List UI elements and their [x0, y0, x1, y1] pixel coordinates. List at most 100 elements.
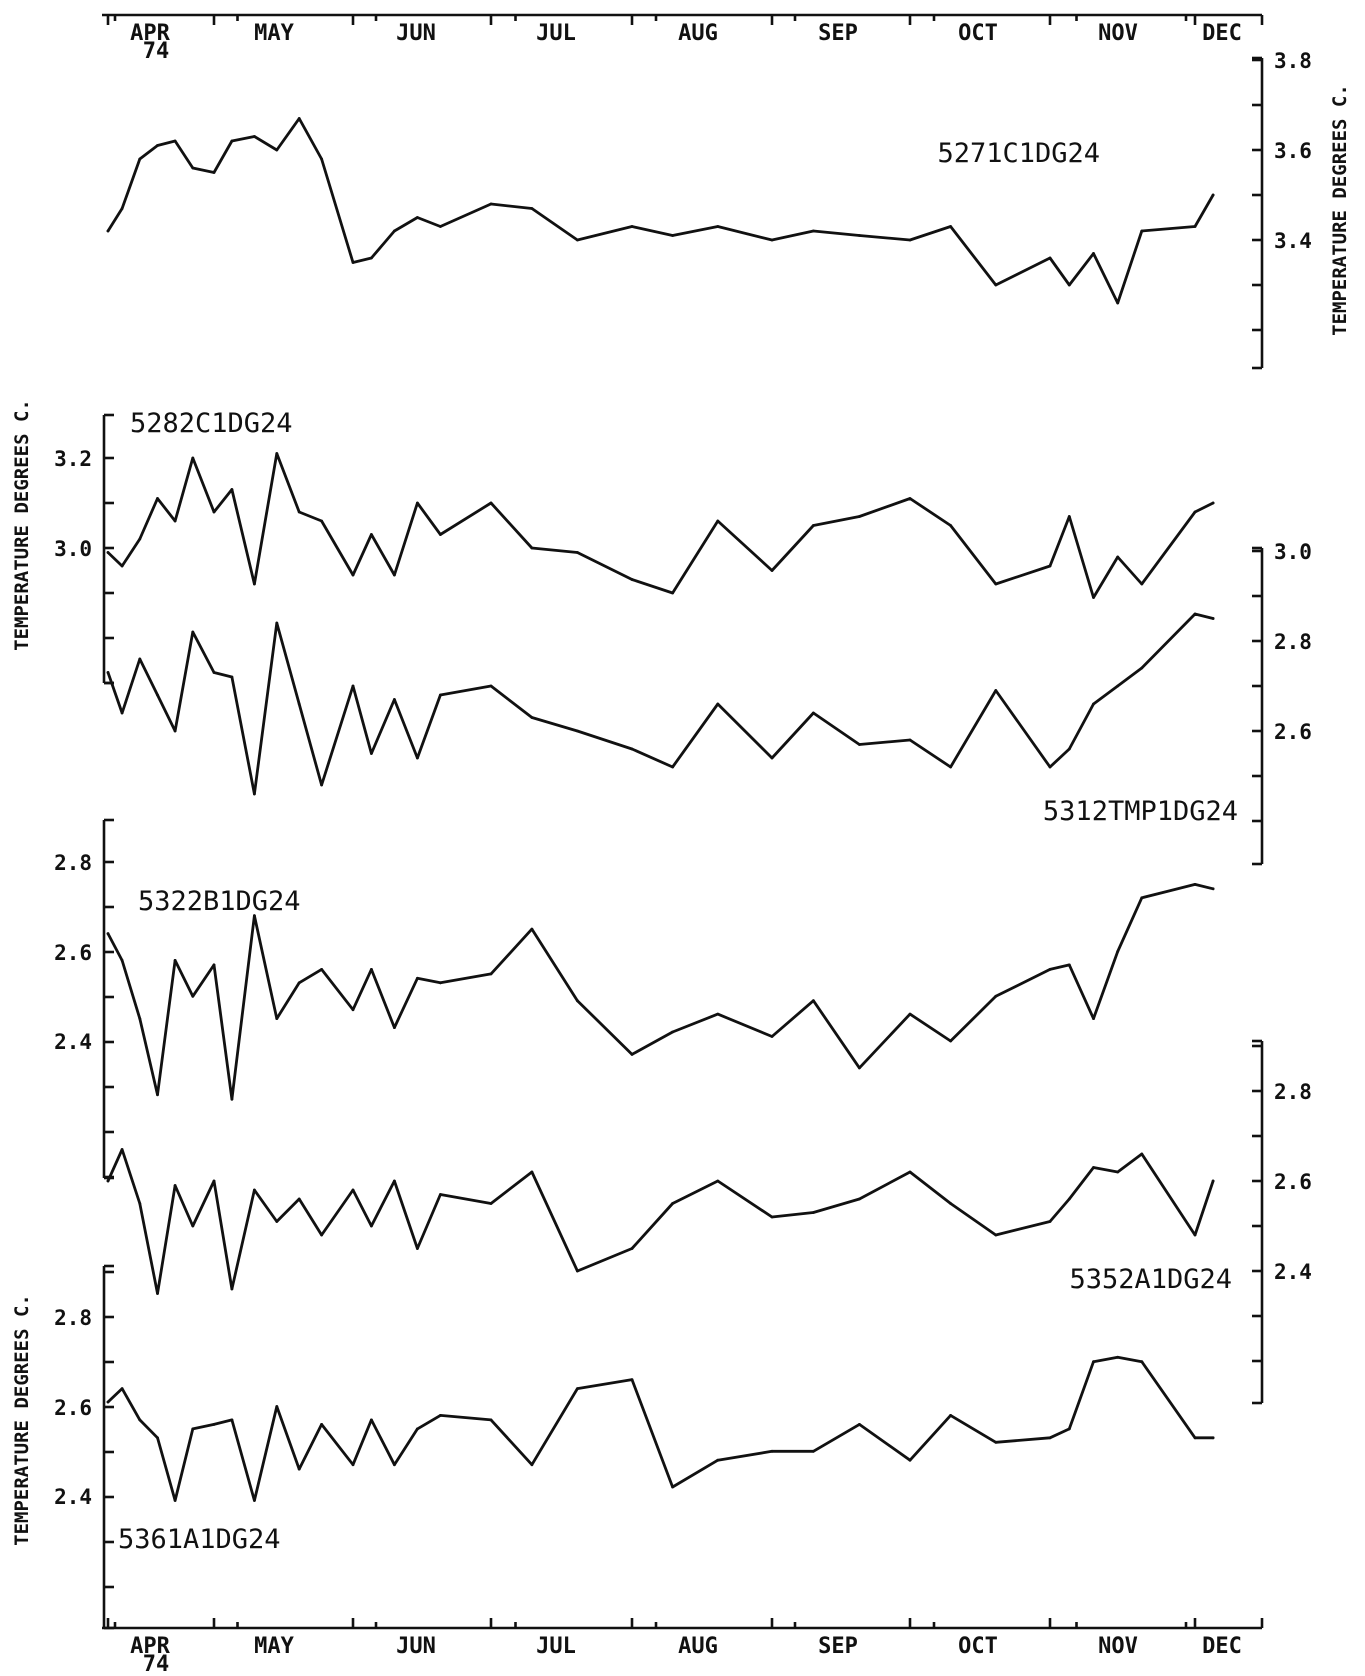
data-point	[671, 1202, 674, 1205]
data-point	[908, 1170, 912, 1174]
data-point	[106, 932, 110, 935]
data-point	[671, 1030, 674, 1034]
data-point	[416, 501, 419, 505]
data-point	[393, 229, 396, 233]
data-point	[530, 207, 534, 210]
data-point	[320, 519, 323, 523]
data-point	[576, 999, 579, 1003]
data-point	[275, 452, 279, 455]
data-point	[297, 1197, 301, 1201]
data-point	[858, 743, 861, 746]
data-point	[138, 1418, 142, 1422]
data-point	[489, 1418, 493, 1422]
data-point	[439, 693, 442, 697]
data-point	[630, 747, 634, 751]
month-label: MAY	[254, 21, 294, 46]
data-point	[191, 456, 195, 460]
data-point	[530, 1463, 534, 1467]
data-point	[156, 1436, 159, 1440]
data-point	[138, 157, 142, 161]
data-point	[1140, 1152, 1144, 1156]
month-label: DEC	[1202, 1634, 1242, 1659]
data-point	[212, 1179, 216, 1183]
series-line-5271c1dg24	[106, 117, 1215, 305]
data-point	[812, 524, 815, 527]
data-point	[230, 139, 234, 143]
data-point	[253, 582, 256, 586]
data-point	[949, 1039, 952, 1043]
data-point	[858, 1066, 861, 1070]
data-point	[630, 1053, 634, 1056]
panel-1-tick-label: 3.8	[1274, 49, 1312, 73]
data-point	[253, 135, 256, 138]
series-line-5361a1dg24	[106, 1355, 1215, 1502]
data-point	[1211, 1436, 1215, 1440]
data-point	[212, 671, 216, 674]
data-point	[297, 1467, 301, 1471]
data-point	[106, 671, 110, 674]
data-point	[630, 1247, 634, 1250]
data-point	[416, 216, 419, 219]
panel-2-tick-label: 3.0	[54, 537, 92, 561]
data-point	[1211, 193, 1215, 197]
month-label: JUN	[396, 1634, 436, 1659]
data-point	[1092, 1017, 1095, 1020]
data-point	[576, 551, 579, 554]
data-point	[351, 1463, 355, 1467]
panel-5-tick-label: 2.8	[1274, 1080, 1312, 1104]
data-point	[275, 148, 279, 152]
data-point	[671, 765, 674, 769]
series-line-5322b1dg24	[106, 883, 1215, 1101]
data-point	[858, 1197, 861, 1201]
data-point	[230, 1097, 234, 1101]
data-point	[770, 569, 774, 572]
data-point	[530, 927, 534, 931]
data-point	[439, 225, 442, 228]
data-point	[1048, 1220, 1052, 1223]
data-point	[1092, 702, 1095, 706]
year-label: 74	[143, 39, 170, 64]
data-point	[489, 202, 493, 206]
data-point	[1193, 612, 1197, 616]
data-point	[297, 117, 301, 120]
data-point	[439, 533, 442, 536]
data-point	[770, 756, 774, 760]
data-point	[489, 1202, 493, 1205]
month-label: NOV	[1098, 1634, 1138, 1659]
month-label: APR	[130, 21, 170, 46]
month-label: SEP	[818, 21, 858, 46]
data-point	[949, 524, 952, 527]
data-point	[191, 1224, 195, 1228]
data-point	[716, 1458, 720, 1462]
data-point	[212, 510, 216, 514]
data-point	[1067, 1197, 1071, 1201]
data-point	[120, 711, 124, 715]
month-label: MAY	[254, 1634, 294, 1659]
y-axis-title: TEMPERATURE DEGREES C.	[11, 1294, 33, 1546]
data-point	[393, 1463, 396, 1467]
data-point	[858, 1423, 861, 1426]
data-point	[230, 1287, 234, 1291]
data-point	[439, 1193, 442, 1196]
data-point	[138, 537, 142, 541]
data-point	[212, 963, 216, 967]
data-point	[1193, 1233, 1197, 1237]
data-point	[716, 1179, 720, 1183]
data-point	[230, 488, 234, 491]
data-point	[1092, 1166, 1095, 1169]
data-point	[320, 157, 323, 161]
data-point	[370, 752, 373, 755]
data-point	[320, 1423, 323, 1426]
data-point	[173, 729, 177, 733]
data-point	[120, 959, 124, 962]
panel-4-tick-label: 2.6	[54, 941, 92, 965]
data-point	[770, 1035, 774, 1038]
y-axis-title: TEMPERATURE DEGREES C.	[1329, 84, 1351, 336]
data-point	[716, 1012, 720, 1016]
data-point	[351, 573, 355, 577]
series-label: 5352A1DG24	[1069, 1264, 1232, 1295]
data-point	[908, 1012, 912, 1016]
series-line-5282c1dg24	[106, 452, 1215, 599]
data-point	[770, 1215, 774, 1219]
